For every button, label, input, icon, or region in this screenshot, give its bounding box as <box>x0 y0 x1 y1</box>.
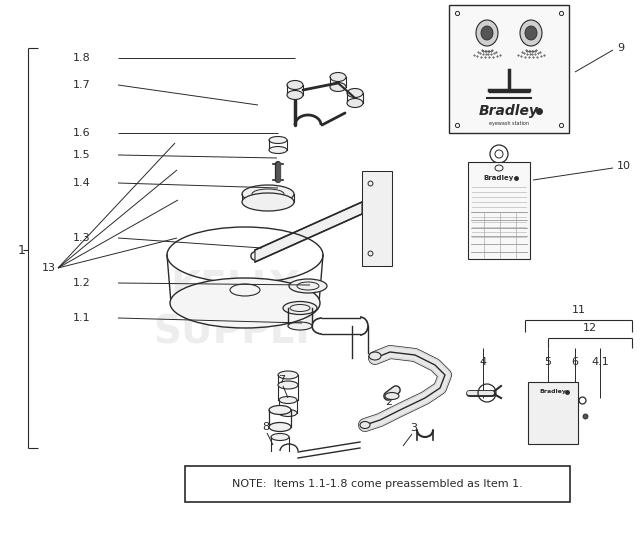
Ellipse shape <box>347 99 363 108</box>
Text: 4.1: 4.1 <box>591 357 609 367</box>
Ellipse shape <box>242 185 294 203</box>
Ellipse shape <box>495 165 503 171</box>
Text: 5: 5 <box>545 357 552 367</box>
Text: eyewash station: eyewash station <box>489 120 529 125</box>
Text: 10: 10 <box>617 161 631 171</box>
Text: 13: 13 <box>42 263 56 273</box>
Ellipse shape <box>369 352 381 360</box>
Text: 8: 8 <box>262 422 269 432</box>
Ellipse shape <box>481 26 493 40</box>
Ellipse shape <box>269 406 291 415</box>
Ellipse shape <box>525 26 537 40</box>
Text: 1.6: 1.6 <box>73 128 91 138</box>
Ellipse shape <box>279 409 297 416</box>
Ellipse shape <box>271 433 289 440</box>
Text: 1.8: 1.8 <box>73 53 91 63</box>
Ellipse shape <box>287 80 303 90</box>
Text: Bradley: Bradley <box>479 104 539 118</box>
FancyBboxPatch shape <box>185 466 570 502</box>
Ellipse shape <box>269 136 287 143</box>
Text: 1.5: 1.5 <box>73 150 91 160</box>
Text: 1.4: 1.4 <box>73 178 91 188</box>
Ellipse shape <box>289 279 327 293</box>
Text: 1.7: 1.7 <box>73 80 91 90</box>
Text: 12: 12 <box>583 323 597 333</box>
Text: 1.2: 1.2 <box>73 278 91 288</box>
Text: 2: 2 <box>385 397 392 407</box>
Text: KELLY
SUPPLY: KELLY SUPPLY <box>153 269 317 351</box>
Ellipse shape <box>278 371 298 379</box>
FancyBboxPatch shape <box>449 5 569 133</box>
Text: 1.3: 1.3 <box>73 233 91 243</box>
Ellipse shape <box>242 193 294 211</box>
Text: 9: 9 <box>617 43 624 53</box>
Ellipse shape <box>269 147 287 154</box>
Text: 3: 3 <box>410 423 417 433</box>
Ellipse shape <box>288 322 312 330</box>
Ellipse shape <box>330 72 346 82</box>
Ellipse shape <box>520 20 542 46</box>
Ellipse shape <box>278 381 298 389</box>
FancyBboxPatch shape <box>528 382 578 444</box>
Text: Bradley: Bradley <box>484 175 514 181</box>
Text: 4: 4 <box>479 357 486 367</box>
Ellipse shape <box>283 302 317 314</box>
Ellipse shape <box>287 91 303 100</box>
Text: 6: 6 <box>572 357 579 367</box>
Ellipse shape <box>347 88 363 98</box>
Ellipse shape <box>360 422 370 429</box>
FancyBboxPatch shape <box>362 171 392 266</box>
Ellipse shape <box>330 83 346 92</box>
Text: 11: 11 <box>572 305 586 315</box>
Text: 7: 7 <box>278 375 285 385</box>
Ellipse shape <box>279 397 297 403</box>
Ellipse shape <box>269 423 291 432</box>
Text: Bradley: Bradley <box>540 390 566 394</box>
Polygon shape <box>255 202 362 262</box>
Ellipse shape <box>476 20 498 46</box>
FancyBboxPatch shape <box>468 162 530 259</box>
Ellipse shape <box>170 278 320 328</box>
Text: NOTE:  Items 1.1-1.8 come preassembled as Item 1.: NOTE: Items 1.1-1.8 come preassembled as… <box>232 479 523 489</box>
Ellipse shape <box>385 392 399 400</box>
Text: 1: 1 <box>18 244 26 256</box>
Text: 1.1: 1.1 <box>73 313 91 323</box>
